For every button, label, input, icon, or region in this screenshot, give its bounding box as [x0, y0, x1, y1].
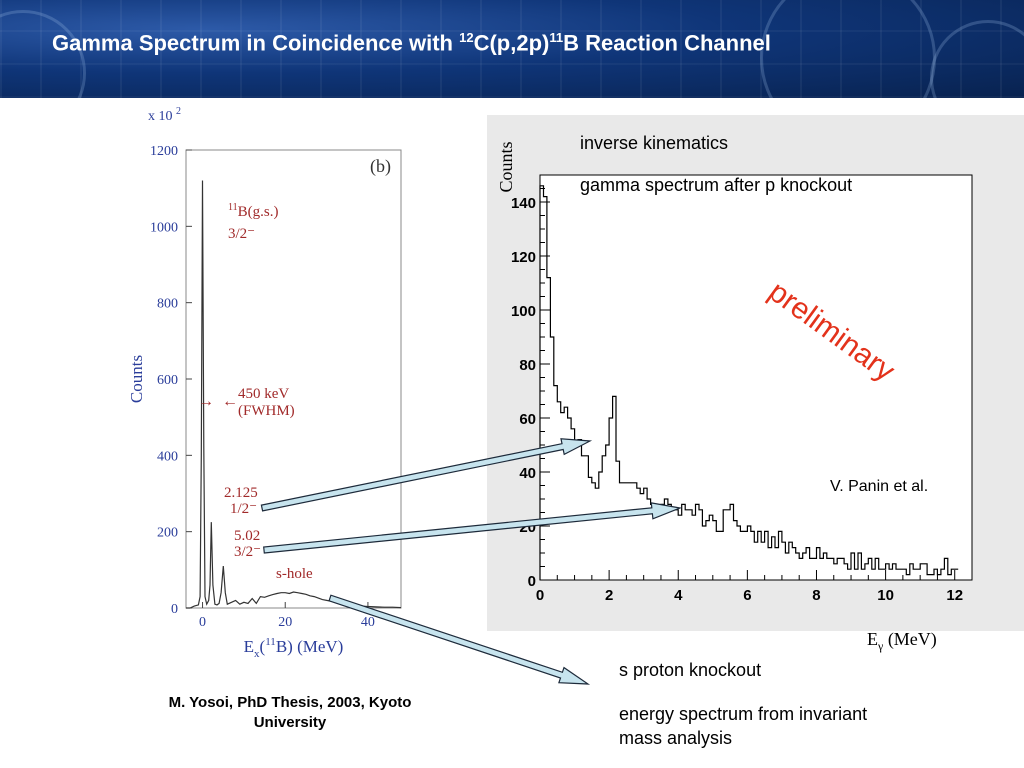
state-energy-2125: 2.125 [224, 485, 258, 501]
y-tick-label: 800 [157, 297, 178, 312]
y-tick-label: 0 [171, 602, 178, 617]
panel-label: (b) [370, 156, 391, 177]
left-spectrum-chart: 0 200 400 600 800 1000 1200 0 20 40 x 10 2 Counts Ex… [127, 106, 402, 660]
y-tick-label: 1000 [150, 220, 178, 235]
title-text: Gamma Spectrum in Coincidence with [52, 30, 460, 56]
plot-frame [185, 149, 402, 609]
xlabel-part: B) (MeV) [276, 637, 344, 656]
s-proton-knockout-label: s proton knockout [619, 660, 762, 680]
xlabel-part: E [867, 629, 878, 649]
y-tick-label: 120 [511, 249, 536, 266]
x-tick-label: 20 [278, 615, 292, 630]
inverse-kinematics-label: inverse kinematics [580, 133, 729, 153]
y-axis-label: Counts [127, 355, 146, 403]
gs-superscript: 11 [228, 202, 238, 213]
y-tick-label: 60 [519, 411, 536, 428]
gs-spin-label: 3/2⁻ [228, 226, 255, 242]
right-gamma-chart: 0 20 40 60 80 100 120 140 0 2 4 6 8 10 12 Counts Eγ (MeV… [496, 141, 973, 653]
y-tick-label: 40 [519, 465, 536, 482]
y-tick-label: 80 [519, 357, 536, 374]
x-tick-label: 0 [199, 615, 206, 630]
spectrum-line [186, 180, 402, 609]
x-tick-label: 4 [674, 587, 683, 604]
y-axis-label: Counts [496, 141, 516, 192]
energy-spectrum-label: energy spectrum from invariant mass anal… [619, 704, 868, 748]
title-text: B Reaction Channel [563, 30, 771, 56]
y-tick-label: 0 [528, 573, 536, 590]
xlabel-subscript: x [254, 648, 260, 660]
xlabel-superscript: 11 [265, 636, 276, 648]
title-text: C(p,2p) [473, 30, 550, 56]
gs-name: B(g.s.) [238, 204, 279, 220]
x-tick-label: 40 [361, 615, 375, 630]
title-superscript: 11 [549, 30, 564, 45]
title-superscript: 12 [459, 30, 474, 45]
state-spin-2125: 1/2⁻ [230, 501, 257, 517]
header-lens-decor [760, 0, 936, 98]
resolution-label: 450 keV [238, 386, 289, 402]
citation: M. Yosoi, PhD Thesis, 2003, Kyoto Univer… [168, 694, 412, 731]
y-tick-label: 140 [511, 195, 536, 212]
y-tick-label: 200 [157, 526, 178, 541]
gamma-spectrum-label: gamma spectrum after p knockout [580, 175, 853, 195]
x-tick-label: 10 [877, 587, 894, 604]
x-axis-label: Eγ (MeV) [867, 629, 937, 653]
y-tick-label: 400 [157, 449, 178, 464]
author-credit: V. Panin et al. [830, 478, 929, 495]
header-banner: Gamma Spectrum in Coincidence with 12C(p… [0, 0, 1024, 98]
y-tick-label: 1200 [150, 144, 178, 159]
state-spin-502: 3/2⁻ [234, 544, 261, 560]
resolution-arrow-left: → [198, 393, 214, 410]
y-multiplier: x 10 2 [148, 106, 181, 124]
resolution-arrow-right: ← [222, 393, 238, 410]
xlabel-part: (MeV) [883, 629, 936, 650]
multiplier-exponent: 2 [176, 106, 181, 117]
x-axis-label: Ex(11B) (MeV) [244, 636, 344, 660]
plot-frame [539, 174, 973, 581]
xlabel-subscript: γ [877, 639, 884, 653]
fwhm-label: (FWHM) [238, 403, 295, 419]
x-tick-label: 0 [536, 587, 544, 604]
gs-state-label: 11B(g.s.) [228, 202, 278, 220]
y-tick-label: 600 [157, 373, 178, 388]
y-tick-label: 100 [511, 303, 536, 320]
slide-title: Gamma Spectrum in Coincidence with 12C(p… [52, 30, 771, 56]
multiplier-text: x 10 [148, 109, 176, 124]
s-hole-label: s-hole [276, 566, 313, 582]
x-tick-label: 2 [605, 587, 613, 604]
gamma-histogram [539, 185, 959, 580]
x-tick-label: 12 [946, 587, 963, 604]
xlabel-part: ( [260, 637, 266, 656]
x-tick-label: 8 [812, 587, 820, 604]
state-energy-502: 5.02 [234, 528, 260, 544]
x-tick-label: 6 [743, 587, 751, 604]
y-tick-label: 20 [519, 519, 536, 536]
xlabel-part: E [244, 637, 254, 656]
